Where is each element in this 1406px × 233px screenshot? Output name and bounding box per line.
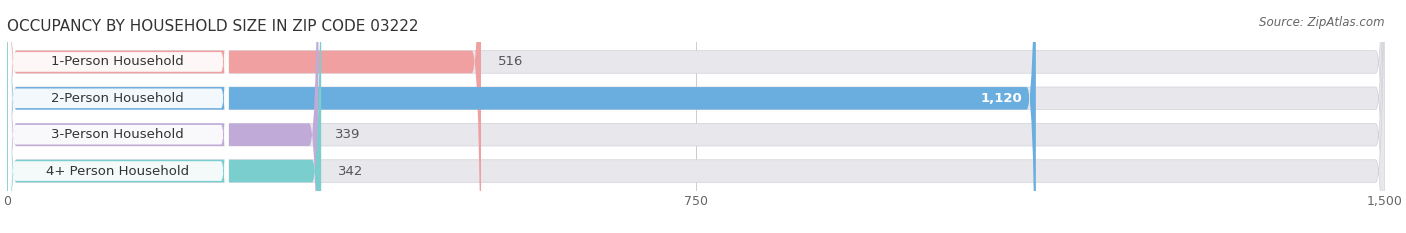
- Text: 4+ Person Household: 4+ Person Household: [46, 164, 188, 178]
- FancyBboxPatch shape: [7, 0, 321, 233]
- FancyBboxPatch shape: [8, 0, 228, 233]
- FancyBboxPatch shape: [7, 0, 1385, 233]
- Text: 516: 516: [498, 55, 523, 69]
- Text: Source: ZipAtlas.com: Source: ZipAtlas.com: [1260, 16, 1385, 29]
- FancyBboxPatch shape: [7, 0, 1385, 233]
- FancyBboxPatch shape: [7, 0, 1036, 233]
- Text: OCCUPANCY BY HOUSEHOLD SIZE IN ZIP CODE 03222: OCCUPANCY BY HOUSEHOLD SIZE IN ZIP CODE …: [7, 19, 419, 34]
- Text: 3-Person Household: 3-Person Household: [51, 128, 184, 141]
- FancyBboxPatch shape: [8, 0, 228, 233]
- FancyBboxPatch shape: [8, 0, 228, 233]
- FancyBboxPatch shape: [7, 0, 1385, 233]
- FancyBboxPatch shape: [7, 0, 318, 233]
- Text: 339: 339: [335, 128, 360, 141]
- Text: 1-Person Household: 1-Person Household: [51, 55, 184, 69]
- FancyBboxPatch shape: [7, 0, 481, 233]
- Text: 2-Person Household: 2-Person Household: [51, 92, 184, 105]
- Text: 1,120: 1,120: [980, 92, 1022, 105]
- Text: 342: 342: [337, 164, 363, 178]
- FancyBboxPatch shape: [7, 0, 1385, 233]
- FancyBboxPatch shape: [8, 0, 228, 233]
